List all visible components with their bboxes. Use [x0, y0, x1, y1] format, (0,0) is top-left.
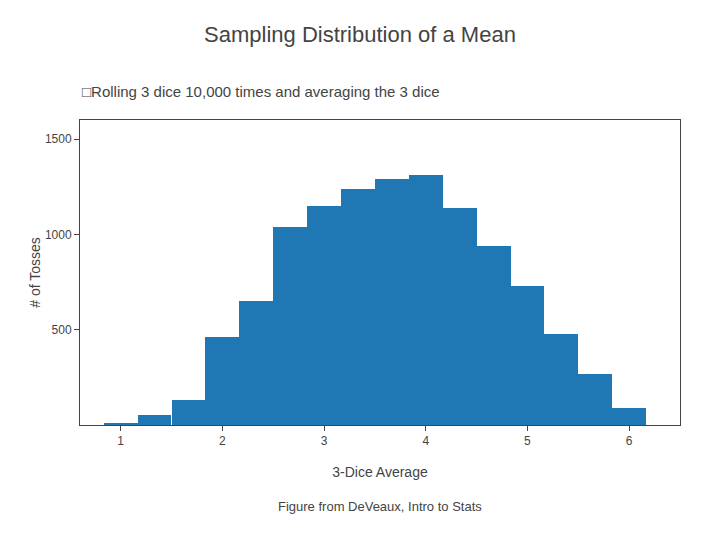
svg-text:Figure from DeVeaux, Intro to: Figure from DeVeaux, Intro to Stats — [278, 499, 482, 514]
svg-text:3: 3 — [321, 434, 328, 448]
svg-text:Sampling Distribution of a Mea: Sampling Distribution of a Mean — [204, 22, 516, 47]
svg-text:# of Tosses: # of Tosses — [27, 237, 43, 308]
svg-text:1500: 1500 — [45, 132, 72, 146]
svg-text:6: 6 — [626, 434, 633, 448]
svg-text:4: 4 — [422, 434, 429, 448]
svg-text:500: 500 — [52, 323, 72, 337]
svg-text:1: 1 — [117, 434, 124, 448]
svg-text:5: 5 — [524, 434, 531, 448]
svg-text:2: 2 — [219, 434, 226, 448]
svg-text:1000: 1000 — [45, 228, 72, 242]
svg-text:□Rolling 3 dice 10,000 times a: □Rolling 3 dice 10,000 times and averagi… — [82, 83, 440, 100]
svg-text:3-Dice Average: 3-Dice Average — [332, 464, 428, 480]
